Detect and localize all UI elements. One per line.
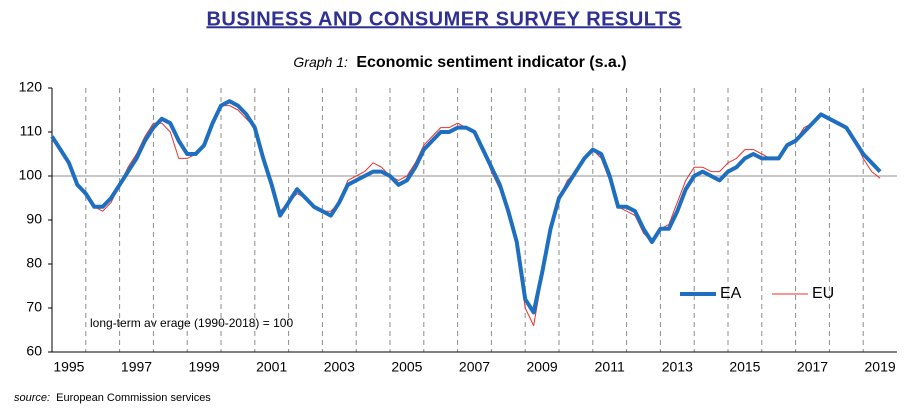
- y-tick-label: 100: [19, 167, 43, 183]
- y-tick-label: 60: [26, 343, 42, 359]
- series-line: [50, 99, 882, 315]
- y-tick-label: 90: [26, 211, 42, 227]
- y-tick-label: 80: [26, 255, 42, 271]
- x-tick-label: 2011: [595, 359, 625, 375]
- x-tick-label: 2019: [865, 359, 896, 375]
- x-tick-label: 2007: [459, 359, 490, 375]
- x-tick-label: 2009: [527, 359, 558, 375]
- x-tick-label: 2003: [324, 359, 355, 375]
- x-tick-label: 2005: [391, 359, 422, 375]
- x-tick-label: 1995: [53, 359, 84, 375]
- x-tick-label: 1997: [121, 359, 152, 375]
- source: European Commission services: [56, 392, 211, 404]
- x-tick-label: 1999: [189, 359, 220, 375]
- x-tick-label: 2013: [662, 359, 693, 375]
- y-tick-label: 70: [26, 299, 42, 315]
- annotation: long-term av erage (1990-2018) = 100: [90, 316, 293, 330]
- source-line: source: European Commission services: [14, 392, 211, 404]
- y-tick-label: 110: [20, 123, 43, 139]
- source-label: source:: [14, 392, 50, 404]
- x-tick-label: 2017: [797, 359, 828, 375]
- chart-title-line: Graph 1: Economic sentiment indicator (s…: [293, 54, 626, 72]
- page-header: BUSINESS AND CONSUMER SURVEY RESULTS: [206, 8, 681, 30]
- graph-label: Graph 1:: [293, 54, 348, 70]
- legend-label: EA: [720, 285, 742, 302]
- legend-label: EU: [812, 285, 834, 302]
- x-tick-label: 2001: [256, 359, 287, 375]
- y-tick-label: 120: [19, 79, 43, 95]
- x-tick-label: 2015: [729, 359, 760, 375]
- chart-title: Economic sentiment indicator (s.a.): [356, 54, 626, 71]
